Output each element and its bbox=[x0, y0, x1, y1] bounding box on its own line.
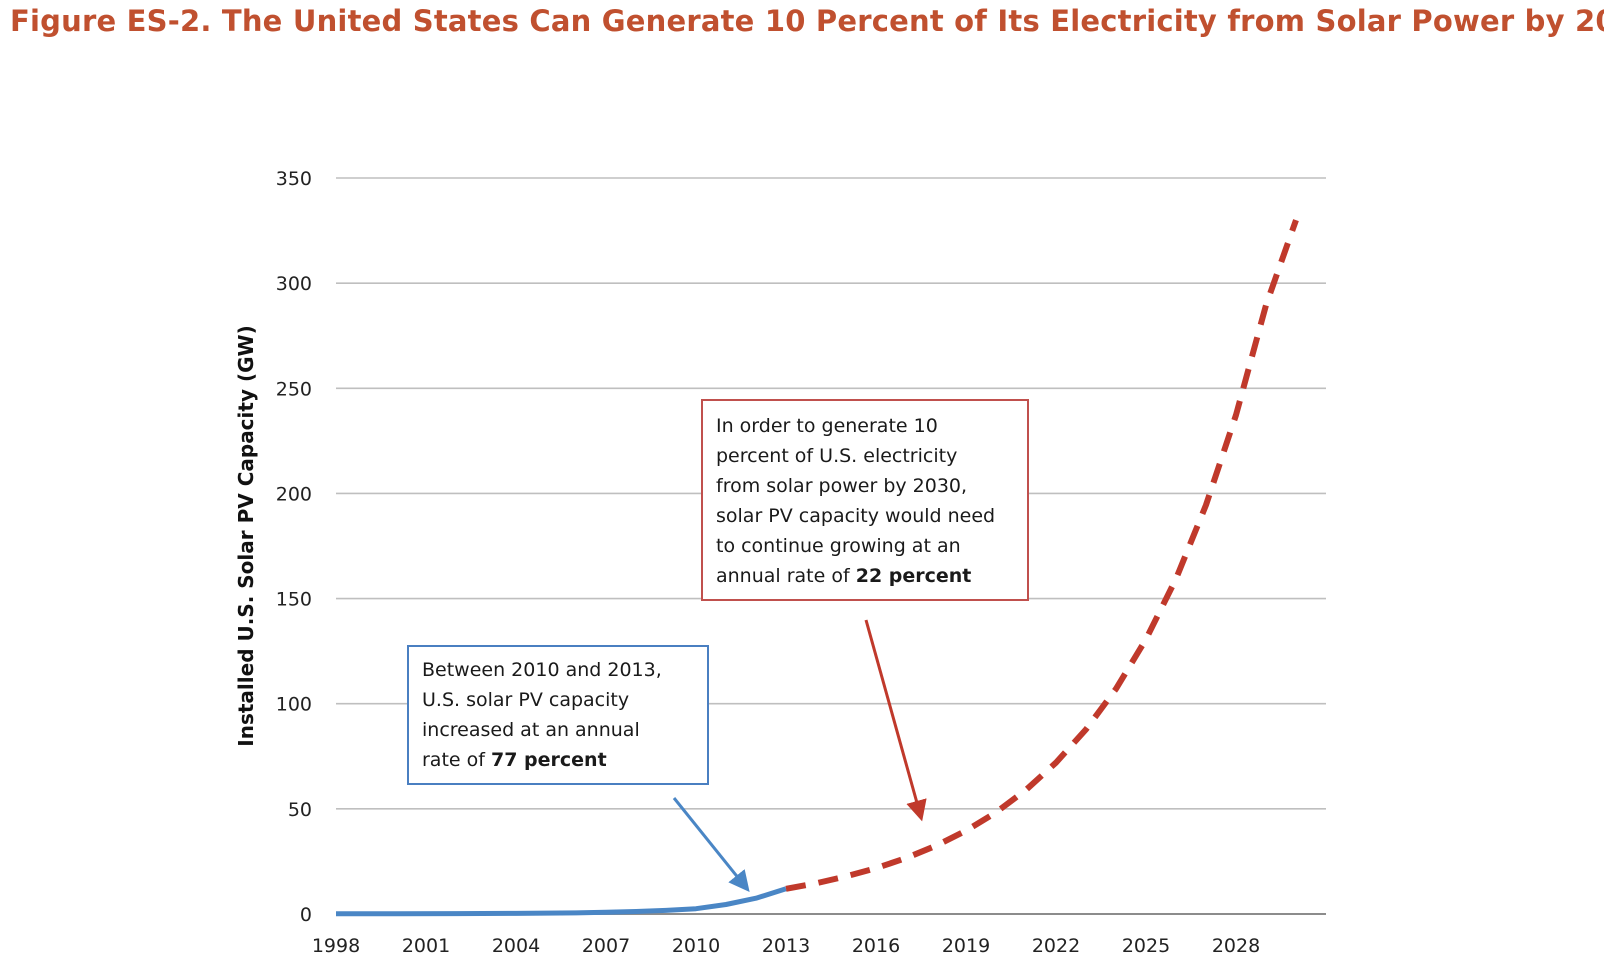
callout-historical-rate: 77 percent bbox=[491, 749, 607, 771]
callout-historical-growth-text: U.S. solar PV capacity bbox=[422, 689, 630, 711]
y-tick-label: 50 bbox=[288, 799, 312, 821]
x-tick-label: 2019 bbox=[942, 935, 990, 957]
series-layer bbox=[336, 219, 1299, 917]
y-tick-label: 150 bbox=[276, 589, 312, 611]
x-tick-label: 2001 bbox=[402, 935, 450, 957]
x-tick-labels: 1998 2001 2004 2007 2010 2013 2016 2019 2022 2025… bbox=[312, 935, 1260, 957]
callout-growth-needed-text: to continue growing at an bbox=[716, 535, 961, 557]
callout-growth-needed-text: from solar power by 2030, bbox=[716, 475, 968, 497]
x-tick-label: 2028 bbox=[1212, 935, 1260, 957]
y-tick-label: 350 bbox=[276, 168, 312, 190]
y-tick-label: 300 bbox=[276, 273, 312, 295]
callout-growth-needed-text: solar PV capacity would need bbox=[716, 505, 996, 527]
x-tick-label: 2007 bbox=[582, 935, 630, 957]
y-axis-label: Installed U.S. Solar PV Capacity (GW) bbox=[234, 325, 258, 746]
callout-growth-needed-text: percent of U.S. electricity bbox=[716, 445, 958, 467]
x-tick-label: 2004 bbox=[492, 935, 540, 957]
annotation-arrow bbox=[672, 797, 750, 893]
x-tick-label: 2025 bbox=[1122, 935, 1170, 957]
callout-historical-growth-text: rate of bbox=[422, 749, 491, 771]
x-tick-label: 2010 bbox=[672, 935, 720, 957]
y-tick-label: 0 bbox=[300, 904, 312, 926]
y-tick-label: 250 bbox=[276, 378, 312, 400]
y-tick-labels: 0 50 100 150 200 250 300 350 bbox=[276, 168, 312, 926]
callout-growth-needed-text: In order to generate 10 bbox=[716, 415, 938, 437]
annotation-arrows bbox=[672, 619, 927, 893]
callout-historical-growth-text: increased at an annual bbox=[422, 719, 640, 741]
callout-historical-growth: Between 2010 and 2013, U.S. solar PV cap… bbox=[407, 645, 709, 785]
callout-growth-rate: 22 percent bbox=[855, 565, 972, 587]
x-tick-label: 1998 bbox=[312, 935, 360, 957]
y-tick-label: 100 bbox=[276, 694, 312, 716]
y-tick-label: 200 bbox=[276, 483, 312, 505]
callout-growth-needed: In order to generate 10 percent of U.S. … bbox=[701, 399, 1029, 601]
projected-series-line bbox=[785, 219, 1299, 892]
x-tick-label: 2013 bbox=[762, 935, 810, 957]
callout-historical-growth-text: Between 2010 and 2013, bbox=[422, 659, 662, 681]
x-tick-label: 2022 bbox=[1032, 935, 1080, 957]
figure-title: Figure ES-2. The United States Can Gener… bbox=[10, 4, 1604, 38]
callout-growth-needed-text: annual rate of bbox=[716, 565, 856, 587]
annotation-arrow bbox=[864, 619, 927, 822]
historical-series-line bbox=[336, 886, 787, 917]
x-tick-label: 2016 bbox=[852, 935, 900, 957]
